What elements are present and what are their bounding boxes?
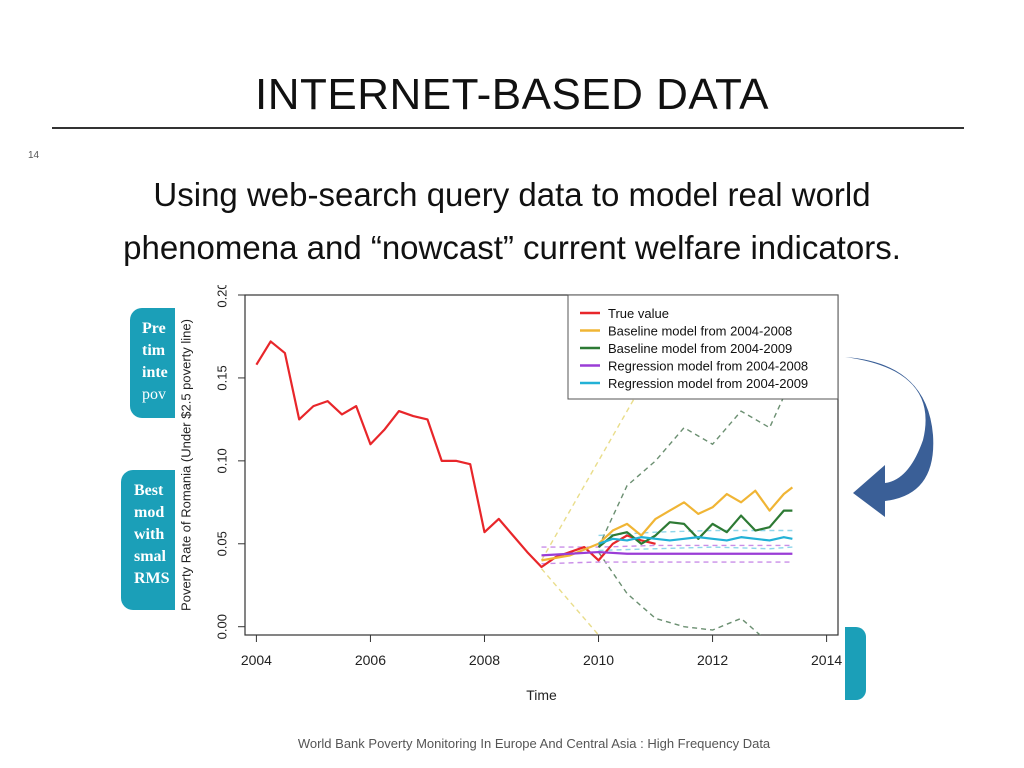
y-axis-label: Poverty Rate of Romania (Under $2.5 pove…: [178, 319, 193, 611]
chart-svg: 2004 2006 2008 2010 2012 2014 0.00 0.05 0.10 0.15…: [178, 285, 842, 703]
slide-title: INTERNET-BASED DATA: [255, 70, 769, 119]
legend-label: Baseline model from 2004-2009: [608, 341, 792, 356]
callout-line: tim: [142, 342, 166, 359]
callout-line: mod: [134, 504, 165, 521]
series-line: [598, 536, 793, 545]
legend-label: Regression model from 2004-2009: [608, 376, 808, 391]
x-tick-label: 2008: [469, 652, 500, 668]
confidence-band: [597, 551, 762, 635]
series-line: [541, 486, 794, 562]
subtitle-line-2: phenomena and “nowcast” current welfare …: [123, 229, 901, 266]
confidence-band: [597, 377, 794, 548]
y-tick-label: 0.15: [214, 365, 229, 390]
callout-line: inte: [142, 364, 168, 381]
y-tick-label: 0.00: [214, 614, 229, 639]
footer-text: World Bank Poverty Monitoring In Europe …: [297, 736, 771, 751]
callout-line: pov: [142, 386, 166, 403]
slide-subtitle: Using web-search query data to model rea…: [40, 168, 984, 274]
legend-label: Regression model from 2004-2008: [608, 359, 808, 374]
confidence-band: [540, 568, 600, 635]
callout-line: with: [134, 526, 165, 543]
callout-line: Pre: [142, 320, 166, 337]
slide-number: 14: [28, 150, 40, 161]
y-tick-label: 0.20: [214, 285, 229, 308]
curved-arrow-icon: [845, 357, 934, 517]
y-tick-label: 0.10: [214, 448, 229, 473]
callout-line: smal: [134, 548, 166, 565]
confidence-band: [598, 546, 793, 552]
series-line: [255, 340, 656, 569]
x-axis-label: Time: [526, 687, 557, 703]
series-line: [541, 550, 793, 557]
confidence-band: [598, 529, 793, 537]
series-line: [597, 509, 793, 548]
subtitle-line-1: Using web-search query data to model rea…: [153, 176, 871, 213]
confidence-band: [541, 561, 793, 565]
x-tick-label: 2014: [811, 652, 842, 668]
x-tick-label: 2012: [697, 652, 728, 668]
title-divider: [52, 127, 964, 129]
legend-label: Baseline model from 2004-2008: [608, 324, 792, 339]
x-tick-label: 2006: [355, 652, 386, 668]
x-tick-label: 2010: [583, 652, 614, 668]
y-tick-label: 0.05: [214, 531, 229, 556]
callout-line: RMS: [134, 570, 170, 587]
legend-label: True value: [608, 306, 669, 321]
callout-line: Best: [134, 482, 164, 499]
poverty-chart: 2004 2006 2008 2010 2012 2014 0.00 0.05 0.10 0.15…: [175, 285, 845, 710]
x-tick-label: 2004: [241, 652, 272, 668]
legend-box: [567, 294, 839, 400]
